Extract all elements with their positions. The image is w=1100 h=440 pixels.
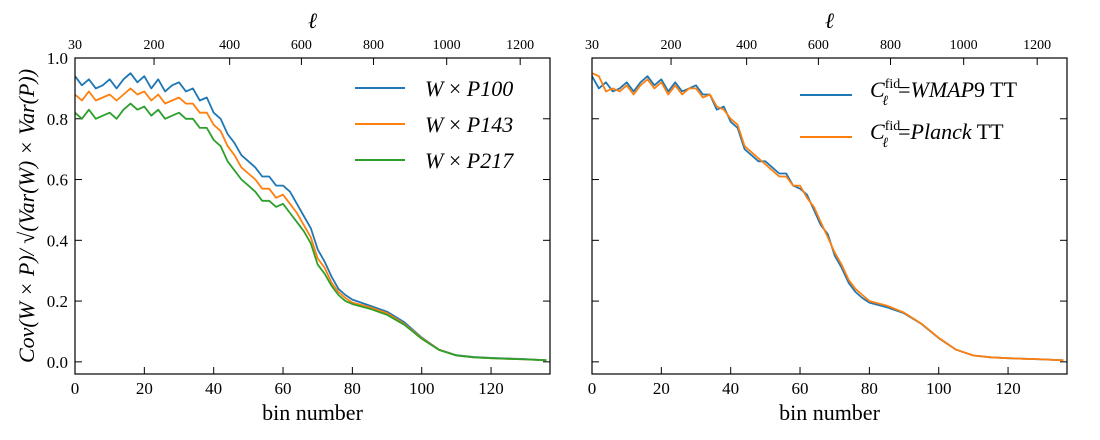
legend-name: P100 (466, 76, 513, 101)
legend-sup: fid (885, 119, 901, 134)
legend: Cfid ℓ =WMAP9 TT Cfid ℓ =Planck TT (800, 77, 1018, 151)
legend-entry-p100: W × P100 (425, 76, 513, 101)
series-line-planck-tt (592, 72, 1064, 362)
legend-rest: TT (972, 119, 1005, 144)
x-axis-label: bin number (779, 400, 880, 425)
top-tick-label: 1200 (1023, 38, 1051, 53)
right-panel: 0 20 40 60 80 100 120 30 200 400 600 800 1000 1200 bin… (585, 8, 1068, 425)
x-tick-label: 0 (71, 379, 80, 398)
legend-entry: Cfid ℓ =WMAP9 TT (870, 77, 1018, 109)
legend-name: P143 (466, 112, 513, 137)
legend-symbol: C (870, 119, 885, 144)
top-tick-label: 800 (880, 38, 901, 53)
y-tick-label: 0.0 (47, 353, 68, 372)
x-tick-label: 120 (478, 379, 504, 398)
y-axis-label: Cov(W × P)/ √(Var(W) × Var(P)) (14, 69, 39, 363)
legend-operator: × (443, 112, 466, 137)
top-tick-label: 1200 (506, 38, 534, 53)
series-line-p100 (75, 72, 547, 362)
x-tick-label: 0 (588, 379, 597, 398)
top-tick-label: 1000 (950, 38, 978, 53)
x-tick-label: 40 (205, 379, 222, 398)
top-tick-label: 200 (144, 38, 165, 53)
y-tick-label: 0.6 (47, 171, 68, 190)
legend-rest: 9 TT (974, 77, 1018, 102)
legend-model: Planck (910, 119, 973, 144)
legend-entry: Cfid ℓ =Planck TT (870, 119, 1004, 151)
plot-frame (591, 57, 1068, 375)
top-tick-label: 30 (585, 38, 599, 53)
x-tick-label: 60 (275, 379, 292, 398)
top-tick-label: 600 (808, 38, 829, 53)
legend-entry-p217: W × P217 (425, 148, 514, 173)
x-tick-label: 100 (926, 379, 952, 398)
x-tick-label: 80 (344, 379, 361, 398)
plot-frame (74, 57, 551, 375)
legend-sup: fid (885, 77, 901, 92)
legend-sub: ℓ (882, 94, 888, 109)
series-line-p143 (75, 87, 547, 362)
y-tick-label: 0.4 (47, 231, 69, 250)
legend-name: P217 (466, 148, 514, 173)
top-tick-label: 30 (68, 38, 82, 53)
legend-sub: ℓ (882, 136, 888, 151)
legend-prefix: W (425, 76, 445, 101)
x-tick-label: 80 (861, 379, 878, 398)
legend-model: WMAP (911, 77, 975, 102)
top-axis-label: ℓ (825, 8, 835, 33)
x-tick-label: 20 (136, 379, 153, 398)
y-tick-label: 1.0 (47, 49, 68, 68)
legend-prefix: W (425, 112, 445, 137)
x-tick-label: 20 (653, 379, 670, 398)
legend-eq: = (898, 119, 910, 144)
series-line-p217 (75, 102, 547, 362)
left-panel: 0 20 40 60 80 100 120 0.0 0.2 0.4 0.6 0.8 1.030 200 40… (47, 8, 551, 425)
y-tick-label: 0.8 (47, 110, 68, 129)
legend-eq: = (898, 77, 910, 102)
legend-prefix: W (425, 148, 445, 173)
x-tick-label: 100 (409, 379, 435, 398)
legend-operator: × (443, 148, 466, 173)
top-tick-label: 800 (363, 38, 384, 53)
x-tick-label: 120 (995, 379, 1021, 398)
legend-symbol: C (870, 77, 885, 102)
y-tick-label: 0.2 (47, 292, 68, 311)
top-tick-label: 600 (291, 38, 312, 53)
top-tick-label: 400 (736, 38, 757, 53)
top-tick-label: 400 (219, 38, 240, 53)
x-tick-label: 40 (722, 379, 739, 398)
top-tick-label: 200 (661, 38, 682, 53)
x-tick-label: 60 (792, 379, 809, 398)
top-tick-label: 1000 (433, 38, 461, 53)
legend-operator: × (443, 76, 466, 101)
x-axis-label: bin number (262, 400, 363, 425)
legend-entry-p143: W × P143 (425, 112, 513, 137)
top-axis-label: ℓ (308, 8, 318, 33)
